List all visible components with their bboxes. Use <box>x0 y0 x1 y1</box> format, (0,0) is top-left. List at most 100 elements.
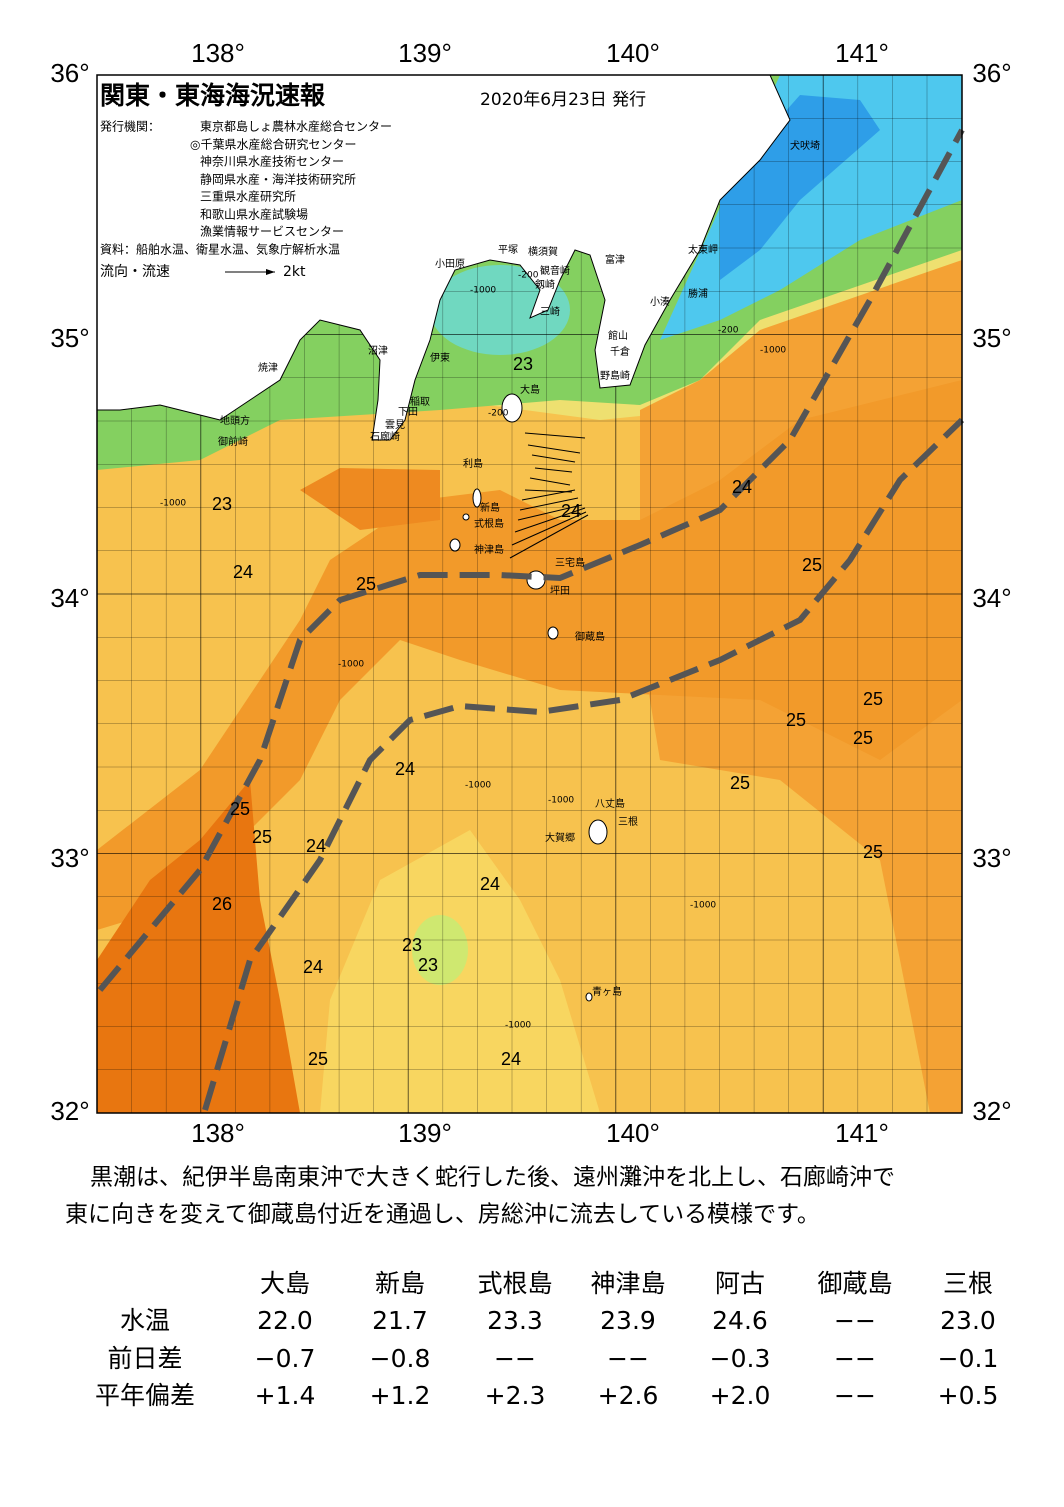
temperature-label: 26 <box>212 894 232 914</box>
place-name: 式根島 <box>474 517 504 530</box>
depth-label: -200 <box>718 326 739 336</box>
issuer: 東京都島しょ農林水産総合センター <box>200 119 392 134</box>
lat-label: 35° <box>50 323 89 353</box>
issuer: 神奈川県水産技術センター <box>200 154 344 169</box>
table-cell: −0.3 <box>710 1344 771 1373</box>
depth-label: -1000 <box>548 796 574 806</box>
flow-arrow <box>524 432 586 439</box>
place-name: 焼津 <box>258 362 278 374</box>
depth-label: -1000 <box>160 499 186 509</box>
column-header: 神津島 <box>590 1269 665 1298</box>
column-header: 御蔵島 <box>817 1269 892 1298</box>
place-name: 利島 <box>463 457 483 470</box>
flow-arrow <box>521 489 576 501</box>
column-header: 三根 <box>943 1269 993 1298</box>
lat-label: 35° <box>972 323 1011 353</box>
depth-label: -200 <box>518 271 539 281</box>
lat-label: 36° <box>50 58 89 88</box>
lon-label: 139° <box>398 38 452 68</box>
temperature-label: 25 <box>853 728 873 748</box>
place-name: 雲見 <box>385 419 405 431</box>
table-cell: 23.9 <box>600 1306 656 1335</box>
table-cell: −0.8 <box>370 1344 431 1373</box>
place-name: 三根 <box>618 815 638 828</box>
lon-label: 139° <box>398 1118 452 1148</box>
map <box>96 74 965 1114</box>
temperature-label: 25 <box>730 773 750 793</box>
table-cell: −− <box>834 1381 876 1410</box>
flow-arrow <box>509 514 589 559</box>
description: 黒潮は、紀伊半島南東沖で大きく蛇行した後、遠州灘沖を北上し、石廊崎沖で <box>90 1165 895 1191</box>
temperature-label: 24 <box>732 477 752 497</box>
place-name: 横須賀 <box>528 245 558 258</box>
table-cell: +1.2 <box>370 1381 431 1410</box>
table-cell: −− <box>607 1344 649 1373</box>
table-cell: 21.7 <box>372 1306 428 1335</box>
issuer: 漁業情報サービスセンター <box>200 225 344 239</box>
column-header: 大島 <box>260 1269 310 1298</box>
place-name: 八丈島 <box>595 797 625 810</box>
island <box>585 992 593 1002</box>
island <box>449 538 461 552</box>
flow-arrow <box>519 497 579 511</box>
island <box>462 513 470 521</box>
lon-label: 138° <box>191 1118 245 1148</box>
flow-arrow <box>527 444 581 454</box>
date: 2020年6月23日 発行 <box>480 90 646 110</box>
table-cell: −− <box>834 1306 876 1335</box>
table-cell: 23.3 <box>487 1306 543 1335</box>
temperature-label: 25 <box>308 1049 328 1069</box>
depth-label: -1000 <box>505 1021 531 1031</box>
place-name: 伊東 <box>430 351 450 364</box>
lat-label: 32° <box>972 1096 1011 1126</box>
table-cell: +1.4 <box>255 1381 316 1410</box>
map-frame <box>96 74 963 1114</box>
depth-label: -1000 <box>470 286 496 296</box>
place-name: 平塚 <box>498 244 518 256</box>
table-cell: 23.0 <box>940 1306 996 1335</box>
temperature-label: 25 <box>863 842 883 862</box>
temperature-label: 24 <box>501 1049 521 1069</box>
island <box>547 626 559 640</box>
table-cell: −0.1 <box>938 1344 999 1373</box>
place-name: 富津 <box>605 253 625 266</box>
island <box>501 393 523 423</box>
issuer: 静岡県水産・海洋技術研究所 <box>200 172 356 187</box>
place-name: 沼津 <box>368 344 388 357</box>
place-name: 神津島 <box>474 543 504 556</box>
flow-label: 流向・流速 <box>100 264 170 280</box>
lon-label: 140° <box>606 38 660 68</box>
sea-zone <box>97 380 962 930</box>
column-header: 新島 <box>375 1269 425 1298</box>
lat-label: 33° <box>972 843 1011 873</box>
table-cell: +2.6 <box>598 1381 659 1410</box>
place-name: 御前崎 <box>218 435 248 448</box>
temperature-label: 24 <box>480 874 500 894</box>
lon-label: 141° <box>835 1118 889 1148</box>
temperature-label: 25 <box>356 574 376 594</box>
row-label: 水温 <box>120 1306 170 1335</box>
source: 資料：船舶水温、衛星水温、気象庁解析水温 <box>100 242 340 257</box>
sea-zone <box>660 75 962 340</box>
place-name: 新島 <box>480 501 500 514</box>
temperature-label: 23 <box>513 354 533 374</box>
issuer: ◎千葉県水産総合研究センター <box>190 137 356 152</box>
table-cell: −− <box>494 1344 536 1373</box>
place-name: 大島 <box>520 383 540 396</box>
place-name: 野島崎 <box>600 369 630 382</box>
sea-zone <box>300 468 440 530</box>
temperature-label: 25 <box>786 710 806 730</box>
table-cell: −− <box>834 1344 876 1373</box>
labels: 東京都島しょ農林水産総合センター ◎千葉県水産総合研究センター神奈川県水産技術セン… <box>50 38 1011 1148</box>
description: 東に向きを変えて御蔵島付近を通過し、房総沖に流去している模様です。 <box>65 1202 820 1228</box>
temperature-label: 24 <box>303 957 323 977</box>
place-name: 御蔵島 <box>575 630 605 643</box>
temperature-label: 23 <box>402 935 422 955</box>
place-name: 太東岬 <box>688 243 718 256</box>
lon-label: 138° <box>191 38 245 68</box>
table-cell: +0.5 <box>938 1381 999 1410</box>
table-cell: −0.7 <box>255 1344 316 1373</box>
table-cell: 24.6 <box>712 1306 768 1335</box>
place-name: 下田 <box>398 407 418 418</box>
